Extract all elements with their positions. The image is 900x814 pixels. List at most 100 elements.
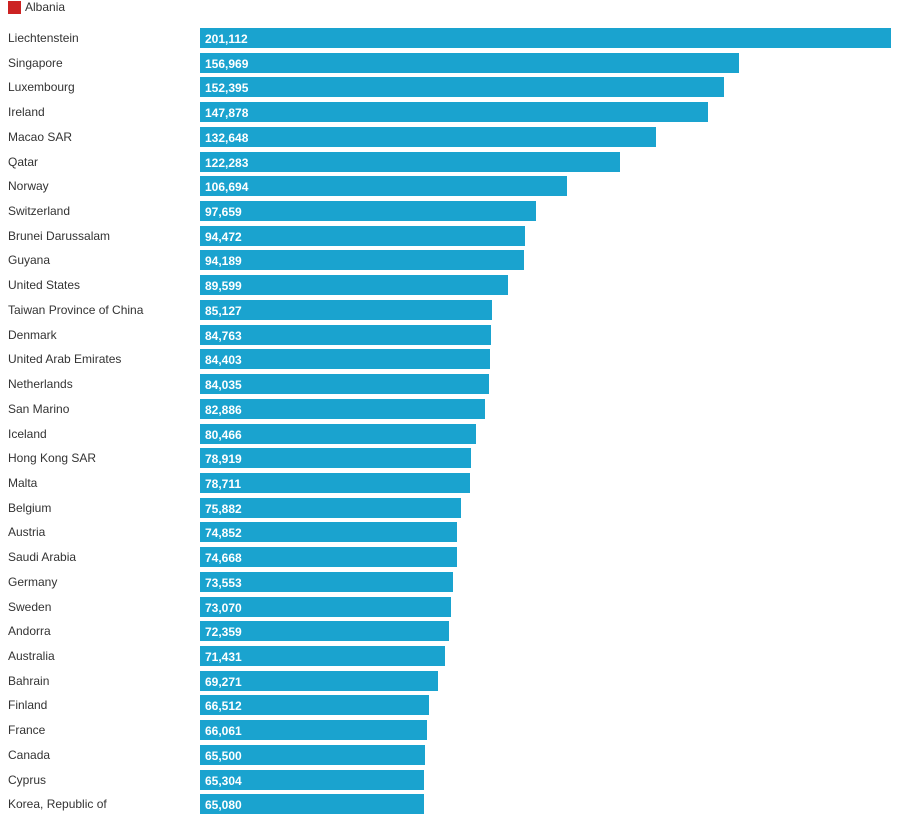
category-label: Switzerland <box>8 204 71 219</box>
bar-value-label: 132,648 <box>205 130 249 145</box>
bar <box>200 670 438 691</box>
bar <box>200 398 485 419</box>
bar <box>200 720 427 741</box>
bar <box>200 126 656 147</box>
bar-value-label: 65,500 <box>205 748 242 763</box>
bar <box>200 77 724 98</box>
bar-value-label: 74,852 <box>205 526 242 541</box>
category-label: United Arab Emirates <box>8 352 122 367</box>
category-label: Taiwan Province of China <box>8 302 144 317</box>
bar <box>200 646 446 666</box>
bar <box>200 547 457 568</box>
category-label: Guyana <box>8 253 51 268</box>
bar <box>200 448 472 469</box>
category-label: Finland <box>8 698 48 713</box>
category-label: Macao SAR <box>8 129 73 144</box>
bar-value-label: 106,694 <box>205 180 249 195</box>
bar <box>200 225 525 246</box>
category-label: Netherlands <box>8 377 73 392</box>
category-label: Iceland <box>8 426 47 441</box>
bar-value-label: 85,127 <box>205 303 242 318</box>
bar-value-label: 71,431 <box>205 650 242 664</box>
bar <box>200 621 449 642</box>
bar-value-label: 94,472 <box>205 229 242 244</box>
category-label: United States <box>8 278 81 293</box>
bar <box>200 324 492 345</box>
bar <box>200 299 493 320</box>
bar-value-label: 66,061 <box>205 724 242 739</box>
category-label: Korea, Republic of <box>8 797 107 812</box>
category-label: Brunei Darussalam <box>8 228 111 243</box>
category-label: Austria <box>8 525 46 540</box>
category-label: Belgium <box>8 500 52 515</box>
bar <box>200 596 452 617</box>
bar-value-label: 94,189 <box>205 254 242 269</box>
category-label: Cyprus <box>8 772 47 787</box>
bar-value-label: 65,304 <box>205 773 242 788</box>
bar <box>200 250 524 271</box>
bar-value-label: 84,403 <box>205 353 242 368</box>
bar-value-label: 82,886 <box>205 402 242 417</box>
legend-label-albania: Albania <box>25 0 66 14</box>
bar-value-label: 78,919 <box>205 452 242 467</box>
category-label: Andorra <box>8 624 51 639</box>
bar-value-label: 74,668 <box>205 551 242 566</box>
category-label: Luxembourg <box>8 80 75 95</box>
bar-value-label: 65,080 <box>205 798 242 813</box>
category-label: Bahrain <box>8 673 50 688</box>
bar-value-label: 122,283 <box>205 155 249 170</box>
bar <box>200 28 891 48</box>
bar-value-label: 147,878 <box>205 106 249 121</box>
bar-value-label: 73,070 <box>205 600 242 615</box>
category-label: Norway <box>8 179 49 194</box>
bar-value-label: 80,466 <box>205 427 242 442</box>
category-label: Saudi Arabia <box>8 550 77 565</box>
bar <box>200 522 458 543</box>
bar-value-label: 152,395 <box>205 81 249 96</box>
bar <box>200 695 429 716</box>
category-label: Sweden <box>8 599 52 614</box>
bar <box>200 571 453 592</box>
bar-value-label: 78,711 <box>205 476 242 491</box>
category-label: Canada <box>8 747 51 762</box>
bar-value-label: 89,599 <box>205 279 242 294</box>
bar <box>200 744 426 765</box>
bar <box>200 472 471 493</box>
category-label: France <box>8 723 46 738</box>
bar <box>200 349 490 370</box>
category-label: Germany <box>8 574 58 589</box>
category-label: Australia <box>8 649 55 663</box>
bar-value-label: 156,969 <box>205 56 249 71</box>
category-label: Denmark <box>8 327 57 342</box>
bar <box>200 374 489 395</box>
legend: Albania <box>8 0 65 14</box>
category-label: San Marino <box>8 401 70 416</box>
bar-value-label: 84,763 <box>205 328 242 343</box>
category-label: Malta <box>8 475 38 490</box>
bar-value-label: 75,882 <box>205 501 242 516</box>
bar <box>200 769 425 790</box>
category-label: Qatar <box>8 154 39 169</box>
bar-value-label: 69,271 <box>205 674 242 689</box>
bar <box>200 176 567 197</box>
bar <box>200 423 477 444</box>
category-label: Singapore <box>8 55 63 70</box>
bar-value-label: 201,112 <box>205 32 248 46</box>
bar-value-label: 84,035 <box>205 378 242 393</box>
category-label: Hong Kong SAR <box>8 451 97 466</box>
bar <box>200 151 621 172</box>
bar <box>200 102 709 123</box>
bar <box>200 497 461 518</box>
bar-value-label: 97,659 <box>205 205 242 220</box>
category-label: Liechtenstein <box>8 31 79 45</box>
bar <box>200 794 424 814</box>
bar <box>200 52 740 73</box>
bar-value-label: 66,512 <box>205 699 242 714</box>
legend-swatch-albania <box>8 0 21 14</box>
bar-value-label: 72,359 <box>205 625 242 640</box>
bar <box>200 275 508 296</box>
bar-value-label: 73,553 <box>205 575 242 590</box>
bar <box>200 201 536 222</box>
